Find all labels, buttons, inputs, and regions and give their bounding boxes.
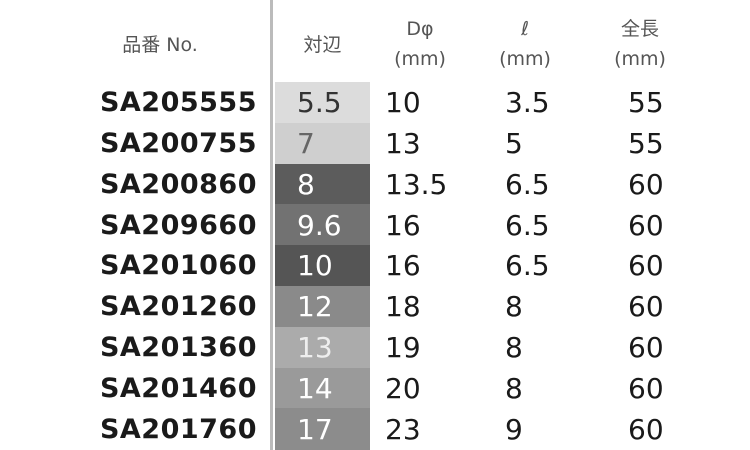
product-code: SA200755 (99, 127, 257, 159)
product-code: SA200860 (99, 168, 257, 200)
diameter-cell: 10 (385, 86, 421, 120)
length-cell: 55 (628, 126, 664, 160)
product-code: SA209660 (99, 209, 257, 241)
header-size: 対辺 (275, 20, 370, 70)
product-code: SA201060 (99, 250, 257, 282)
l-cell: 8 (505, 330, 523, 364)
length-cell: 60 (628, 330, 664, 364)
header-length: 全長 (mm) (595, 8, 685, 80)
diameter-cell: 19 (385, 330, 421, 364)
header-text: 全長 (620, 18, 659, 40)
l-cell: 6.5 (505, 249, 550, 283)
product-code: SA201360 (99, 331, 257, 363)
l-cell: 9 (505, 412, 523, 446)
size-cell: 5.5 (275, 82, 370, 124)
header-text: ℓ (521, 18, 529, 40)
l-cell: 6.5 (505, 167, 550, 201)
length-cell: 55 (628, 86, 664, 120)
product-code: SA201460 (99, 372, 257, 404)
product-code: SA205555 (99, 87, 257, 119)
l-cell: 8 (505, 371, 523, 405)
header-unit: (mm) (499, 48, 551, 70)
l-cell: 5 (505, 126, 523, 160)
header-unit: (mm) (614, 48, 666, 70)
diameter-cell: 23 (385, 412, 421, 446)
size-cell: 10 (275, 245, 370, 287)
header-text: Dφ (406, 18, 434, 40)
l-cell: 8 (505, 290, 523, 324)
length-cell: 60 (628, 208, 664, 242)
size-cell: 14 (275, 367, 370, 409)
header-text: 品番 No. (122, 34, 198, 56)
diameter-cell: 13 (385, 126, 421, 160)
diameter-cell: 16 (385, 208, 421, 242)
header-product: 品番 No. (60, 20, 260, 70)
length-cell: 60 (628, 371, 664, 405)
diameter-cell: 16 (385, 249, 421, 283)
size-cell: 8 (275, 163, 370, 205)
diameter-cell: 20 (385, 371, 421, 405)
length-cell: 60 (628, 249, 664, 283)
size-cell: 13 (275, 326, 370, 369)
size-cell: 7 (275, 122, 370, 165)
header-diameter: Dφ (mm) (375, 8, 465, 80)
divider (270, 0, 273, 450)
length-cell: 60 (628, 412, 664, 446)
product-code: SA201260 (99, 291, 257, 323)
l-cell: 3.5 (505, 86, 550, 120)
length-cell: 60 (628, 167, 664, 201)
header-text: 対辺 (303, 34, 342, 56)
size-cell: 12 (275, 286, 370, 328)
diameter-cell: 18 (385, 290, 421, 324)
size-cell: 17 (275, 408, 370, 450)
header-unit: (mm) (394, 48, 446, 70)
length-cell: 60 (628, 290, 664, 324)
l-cell: 6.5 (505, 208, 550, 242)
product-code: SA201760 (99, 413, 257, 445)
size-cell: 9.6 (275, 204, 370, 246)
diameter-cell: 13.5 (385, 167, 448, 201)
header-l: ℓ (mm) (480, 8, 570, 80)
